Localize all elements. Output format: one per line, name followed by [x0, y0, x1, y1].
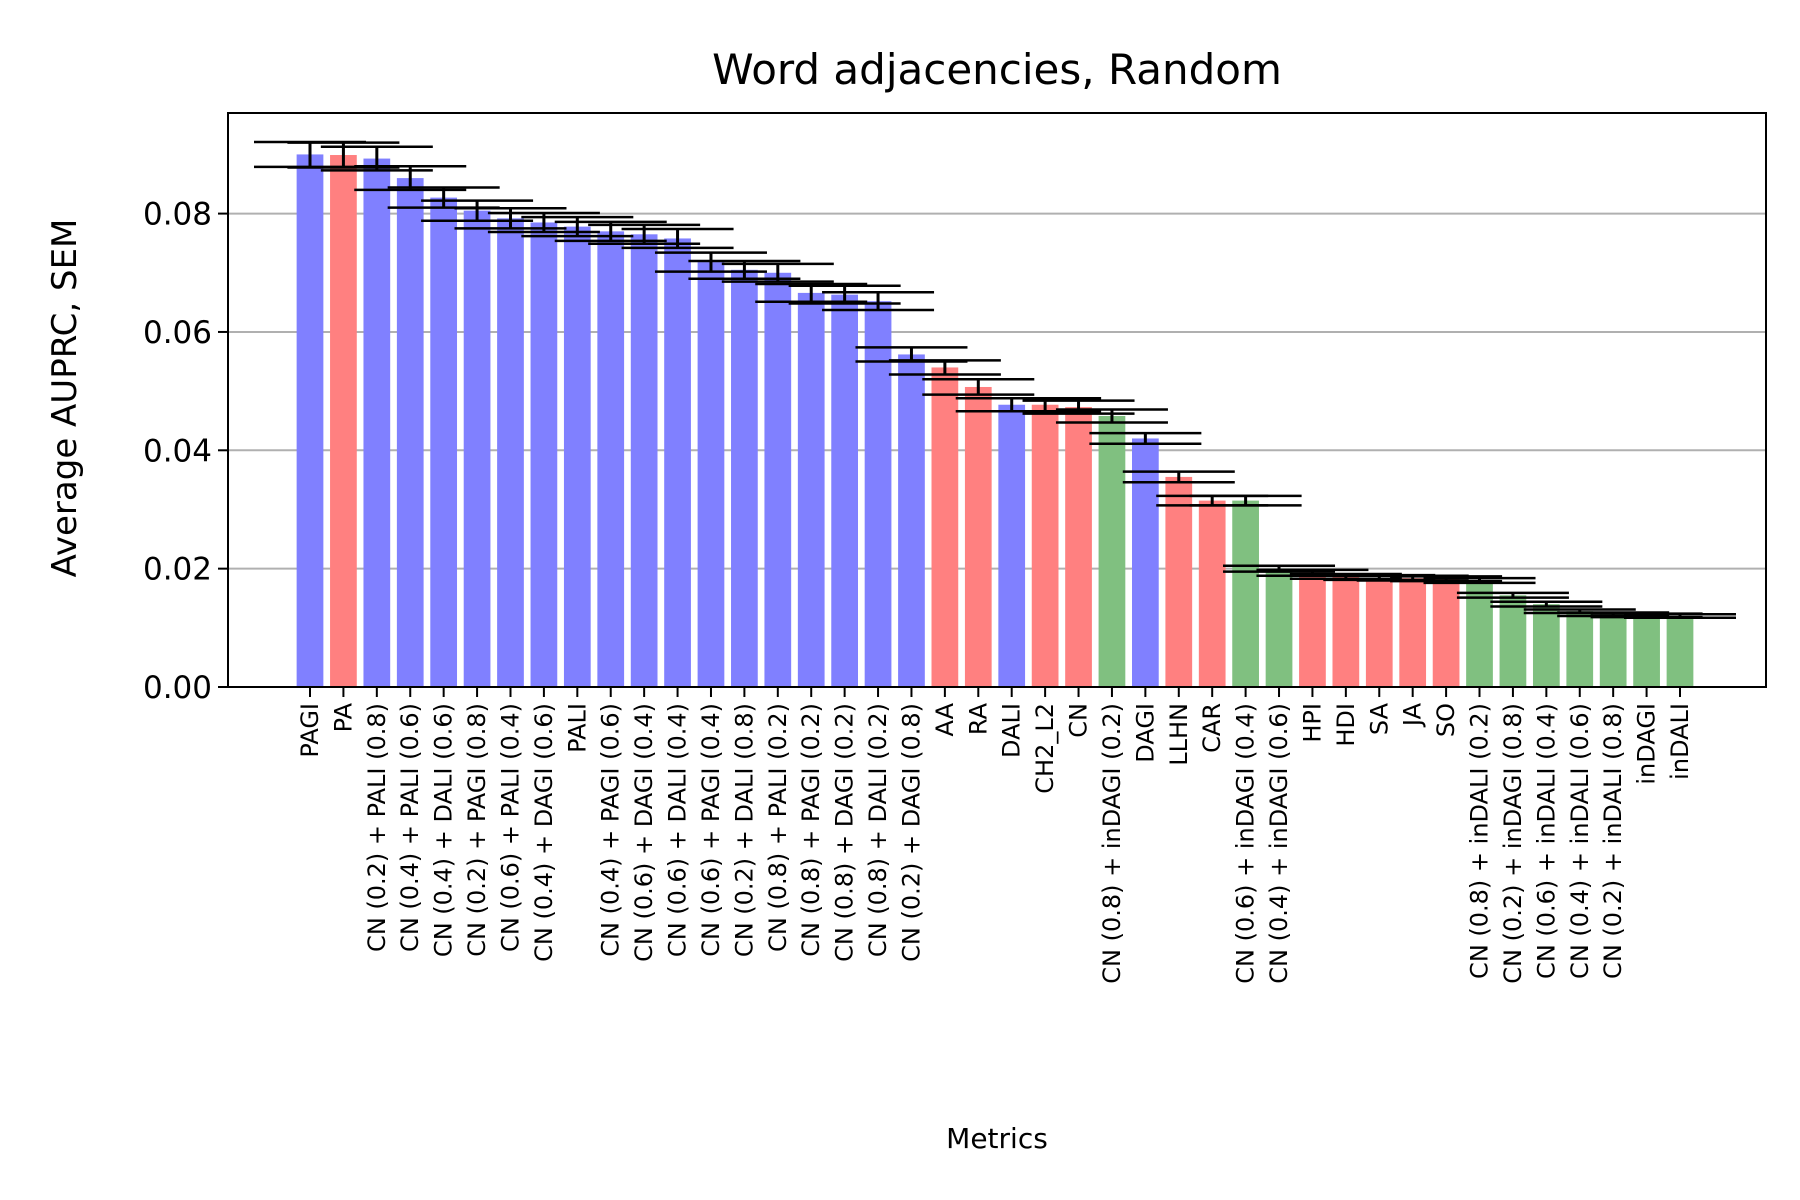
bar [463, 210, 491, 688]
chart-title: Word adjacencies, Random [712, 45, 1282, 94]
bar [864, 301, 892, 687]
bar [964, 386, 992, 687]
bar [697, 262, 725, 687]
bar [1599, 614, 1627, 687]
bar [630, 234, 658, 688]
x-tick-label: CN (0.2) + inDALI (0.8) [1599, 703, 1627, 979]
x-tick-label: PA [329, 702, 357, 732]
bars [296, 154, 1694, 688]
x-tick-label: CN (0.4) + PAGI (0.6) [597, 703, 625, 957]
x-tick-label: SO [1432, 703, 1460, 737]
y-axis: 0.00 0.02 0.04 0.06 0.08 [143, 197, 228, 706]
x-tick-label: DAGI [1131, 703, 1159, 763]
x-tick-label: RA [964, 702, 992, 735]
bar [831, 294, 858, 687]
bar [1499, 595, 1527, 687]
error-bars [254, 140, 1736, 620]
bar [1432, 578, 1460, 687]
x-tick-label: HDI [1332, 703, 1360, 747]
x-tick-label: DALI [998, 703, 1026, 758]
bar [998, 404, 1026, 687]
x-tick-label: CN (0.4) + inDALI (0.6) [1566, 703, 1594, 979]
x-tick-label: inDALI [1666, 703, 1694, 780]
x-tick-label: CN (0.8) + DALI (0.2) [864, 703, 892, 957]
bar [1566, 611, 1594, 687]
y-tick-label: 0.04 [143, 433, 212, 469]
y-tick-label: 0.06 [143, 315, 212, 351]
bar [1198, 500, 1226, 687]
x-tick-label: CN (0.2) + inDAGI (0.8) [1499, 703, 1527, 984]
bar [330, 155, 357, 688]
x-tick-label: CN (0.6) + PALI (0.4) [496, 703, 524, 952]
x-tick-label: CN (0.6) + inDALI (0.4) [1532, 703, 1560, 979]
bar [1232, 500, 1259, 687]
plot-frame [227, 112, 1767, 688]
bar [1031, 404, 1059, 687]
x-tick-label: CH2_L2 [1031, 703, 1059, 794]
bar [1098, 415, 1126, 687]
x-tick-label: HPI [1298, 703, 1326, 743]
x-tick-label: SA [1365, 702, 1393, 735]
x-tick-label: CN (0.8) + inDAGI (0.2) [1098, 703, 1126, 984]
bar [1532, 604, 1560, 687]
bar [597, 231, 625, 687]
bar [764, 272, 792, 687]
x-tick-label: CN (0.6) + DALI (0.4) [664, 703, 692, 957]
x-tick-label: CN (0.6) + inDAGI (0.4) [1232, 703, 1260, 984]
x-tick-label: JA [1399, 702, 1427, 728]
x-tick-label: CN (0.2) + PAGI (0.8) [463, 703, 491, 957]
bar [664, 238, 691, 688]
bar [898, 354, 925, 687]
x-tick-label: CN (0.8) + PAGI (0.2) [797, 703, 825, 957]
bar [530, 222, 558, 687]
x-tick-label: CN (0.4) + inDAGI (0.6) [1265, 703, 1293, 984]
x-tick-label: inDAGI [1633, 703, 1661, 785]
bar [1399, 578, 1427, 687]
x-tick-label: CN (0.8) + PALI (0.2) [764, 703, 792, 952]
bar [430, 197, 458, 688]
y-axis-label: Average AUPRC, SEM [45, 219, 85, 578]
bar [497, 218, 524, 687]
y-tick-label: 0.08 [143, 197, 212, 233]
x-tick-label: CN (0.8) + inDALI (0.2) [1466, 703, 1494, 979]
x-tick-label: LLHN [1165, 703, 1193, 766]
bar [1633, 615, 1660, 687]
bar [1332, 576, 1360, 687]
bar [1666, 615, 1694, 687]
x-tick-label: CN (0.2) + PALI (0.8) [363, 703, 391, 952]
bar [731, 269, 758, 687]
x-tick-label: CN [1065, 703, 1093, 738]
x-tick-label: CN (0.4) + DAGI (0.6) [530, 703, 558, 962]
x-tick-label: CN (0.4) + PALI (0.6) [396, 703, 424, 952]
bar [1132, 438, 1159, 687]
bar [1165, 476, 1193, 687]
x-tick-label: CAR [1198, 703, 1226, 753]
bar [931, 367, 959, 687]
y-tick-label: 0.02 [143, 552, 212, 588]
bar [396, 178, 424, 688]
bar [1265, 568, 1293, 687]
x-tick-label: CN (0.8) + DAGI (0.2) [831, 703, 859, 962]
bar [563, 226, 591, 687]
x-tick-label: CN (0.2) + DALI (0.8) [730, 703, 758, 957]
x-tick-label: CN (0.4) + DALI (0.6) [430, 703, 458, 957]
x-tick-label: CN (0.2) + DAGI (0.8) [897, 703, 925, 962]
bar [296, 154, 324, 688]
bar [363, 158, 391, 687]
x-axis-label: Metrics [946, 1122, 1048, 1155]
x-tick-label: CN (0.6) + DAGI (0.4) [630, 703, 658, 962]
x-tick-label: PAGI [296, 703, 324, 758]
x-tick-label: PALI [563, 703, 591, 753]
x-axis: PAGI PA CN (0.2) + PALI (0.8) CN (0.4) + PA… [296, 687, 1694, 984]
bar [1065, 407, 1092, 687]
bar [1365, 577, 1393, 687]
bar [797, 292, 825, 687]
x-tick-label: AA [931, 702, 959, 736]
y-tick-label: 0.00 [143, 670, 212, 706]
bar [1299, 572, 1326, 687]
x-tick-label: CN (0.6) + PAGI (0.4) [697, 703, 725, 957]
